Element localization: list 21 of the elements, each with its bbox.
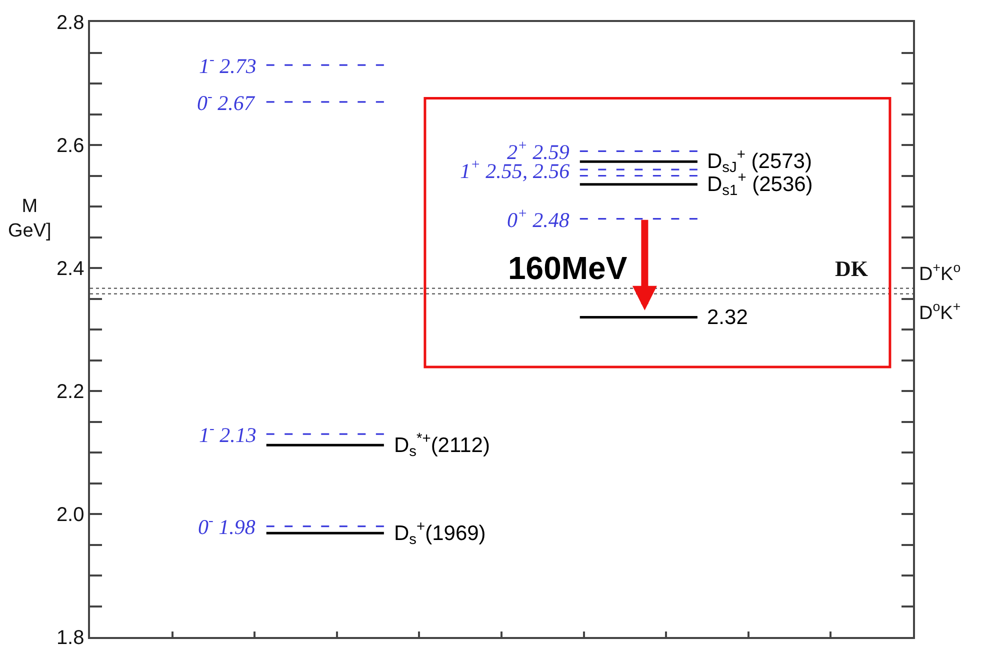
ref-line-label: D$^{o}$K$^{+}$ [919, 299, 961, 324]
y-tick-label: 2.8 [56, 12, 84, 34]
series-label: D$_{sJ}$$^{+}$ (2573) [707, 147, 812, 176]
series-label: 0$^{-}$ 1.98 [198, 513, 256, 539]
series-label: 2.32 [707, 306, 748, 329]
ref-line-label: D$^{+}$K$^{o}$ [919, 260, 961, 285]
y-axis-title: M GeV] [8, 196, 52, 242]
series-label: D$_{s}$$^{+}$(1969) [394, 519, 486, 548]
y-tick-label: 2.4 [56, 258, 84, 280]
series-label: 0$^{-}$ 2.67 [197, 89, 256, 115]
y-tick-label: 1.8 [56, 627, 84, 649]
series-label: 1$^{-}$ 2.73 [199, 52, 256, 78]
series-label: 0$^{+}$ 2.48 [507, 206, 570, 232]
y-tick-label: 2.2 [56, 381, 84, 403]
y-tick-label: 2.6 [56, 135, 84, 157]
y-tick-label: 2.0 [56, 504, 84, 526]
annotation: DK [835, 256, 868, 281]
series-label: 2$^{+}$ 2.59 [507, 138, 570, 164]
series-label: 1$^{-}$ 2.13 [199, 421, 256, 447]
series-label: D$_{s}$$^{*+}$(2112) [394, 431, 490, 460]
annotation: 160MeV [508, 250, 628, 286]
